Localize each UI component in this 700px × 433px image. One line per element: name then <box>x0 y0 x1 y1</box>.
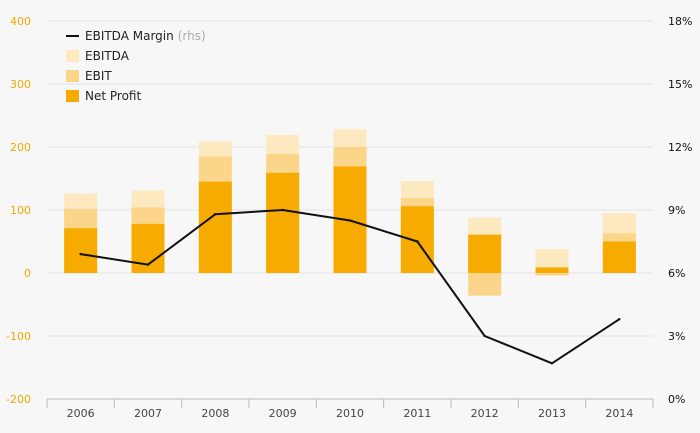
x-tick-label: 2010 <box>336 407 364 420</box>
bar-net-profit <box>400 206 434 273</box>
y-right-tick-label: 9% <box>668 204 685 217</box>
bar-ebit <box>535 273 569 276</box>
bar-net-profit <box>468 234 502 273</box>
legend: EBITDA Margin (rhs) EBITDA EBIT Net Prof… <box>66 26 206 106</box>
x-tick-label: 2008 <box>201 407 229 420</box>
ebitda-margin-point <box>281 208 284 212</box>
bar-net-profit <box>535 267 569 273</box>
legend-swatch-net-profit <box>66 90 79 102</box>
x-tick-label: 2014 <box>605 407 633 420</box>
legend-label-ebitda: EBITDA <box>85 49 129 63</box>
x-tick-label: 2007 <box>134 407 162 420</box>
legend-item-ebitda: EBITDA <box>66 46 206 66</box>
y-left-tick-label: 200 <box>10 141 31 154</box>
legend-label-ebit: EBIT <box>85 69 112 83</box>
ebitda-margin-point <box>79 252 82 256</box>
x-tick-label: 2012 <box>471 407 499 420</box>
bar-net-profit <box>198 181 232 273</box>
bar-net-profit <box>266 172 300 273</box>
y-right-tick-label: 15% <box>668 78 692 91</box>
bars <box>64 129 636 296</box>
ebitda-margin-point <box>550 362 554 365</box>
ebitda-margin-point <box>416 240 419 243</box>
x-tick-label: 2009 <box>269 407 297 420</box>
y-right-tick-label: 12% <box>668 141 692 154</box>
bar-net-profit <box>64 228 98 273</box>
y-left-tick-label: 300 <box>10 78 31 91</box>
y-right-tick-label: 18% <box>668 15 692 28</box>
margin-line-group <box>79 208 621 365</box>
bar-ebit <box>468 273 502 296</box>
y-right-tick-label: 0% <box>668 393 685 406</box>
y-left-tick-label: -200 <box>6 393 31 406</box>
x-tick-label: 2013 <box>538 407 566 420</box>
legend-note-rhs: (rhs) <box>177 29 206 43</box>
y-left-tick-label: 0 <box>24 267 31 280</box>
ebitda-margin-point <box>348 219 352 222</box>
legend-swatch-ebitda <box>66 50 79 62</box>
ebitda-margin-point <box>214 213 217 216</box>
ebitda-margin-point <box>483 334 486 338</box>
legend-item-ebit: EBIT <box>66 66 206 86</box>
y-left-tick-label: 100 <box>10 204 31 217</box>
y-right-tick-label: 6% <box>668 267 685 280</box>
bar-net-profit <box>602 241 636 273</box>
legend-label-net-profit: Net Profit <box>85 89 142 103</box>
legend-line-swatch <box>66 35 79 37</box>
ebitda-margin-point <box>146 263 150 266</box>
legend-label-margin: EBITDA Margin <box>85 29 174 43</box>
ebitda-margin-point <box>618 318 621 321</box>
legend-swatch-ebit <box>66 70 79 82</box>
y-right-tick-label: 3% <box>668 330 685 343</box>
legend-item-net-profit: Net Profit <box>66 86 206 106</box>
axes: 400 300 200 100 0 -100 -200 18% 15% 12% 9% 6% 3% 0% 20… <box>6 15 692 420</box>
x-tick-label: 2006 <box>67 407 95 420</box>
x-tick-label: 2011 <box>403 407 431 420</box>
bar-ebitda <box>535 249 569 273</box>
y-left-tick-label: 400 <box>10 15 31 28</box>
y-left-tick-label: -100 <box>6 330 31 343</box>
legend-item-margin: EBITDA Margin (rhs) <box>66 26 206 46</box>
